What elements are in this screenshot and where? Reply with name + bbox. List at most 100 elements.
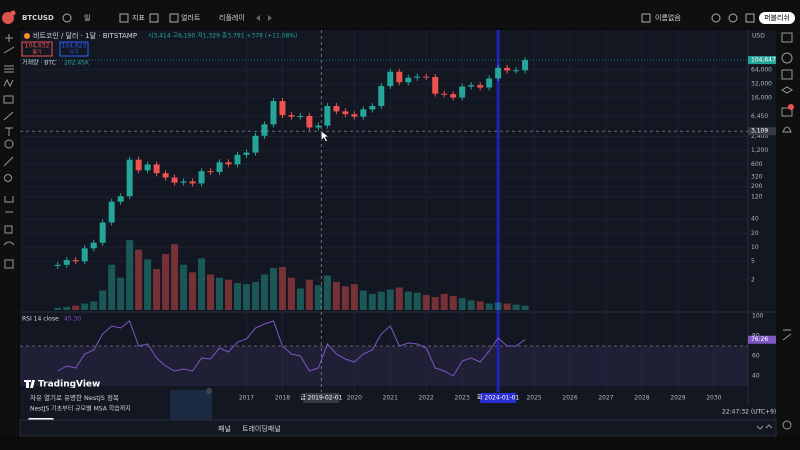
bottom-tab[interactable]: 트레이딩패널 [242, 424, 281, 433]
candle [414, 76, 421, 78]
crosshair-price-box [748, 127, 776, 136]
panel-toggle[interactable] [756, 424, 773, 430]
volume-bar [216, 277, 224, 310]
candle [333, 106, 340, 112]
candle [297, 115, 304, 117]
candle [378, 86, 385, 107]
alert-icon [169, 13, 179, 23]
buy-box[interactable] [59, 41, 89, 57]
volume-bar [180, 264, 188, 310]
volume-bar [404, 291, 412, 310]
volume-bar [476, 301, 484, 310]
publish[interactable]: 퍼블리쉬 [764, 13, 790, 22]
candle [135, 159, 142, 171]
volume-bar [269, 268, 277, 310]
y-tick-label: 2 [751, 276, 755, 283]
left-toolbar [0, 28, 18, 436]
last-price-box [748, 56, 776, 65]
candle [180, 181, 187, 183]
crosshair-time-box [303, 393, 340, 403]
candle [351, 114, 358, 117]
volume-bar [189, 272, 197, 310]
layout-name[interactable]: 이름없음 [655, 13, 681, 22]
candle [423, 76, 430, 78]
drawing-tools[interactable] [3, 34, 15, 269]
sell-box[interactable] [21, 41, 53, 57]
interval[interactable]: 일 [84, 13, 90, 22]
avatar[interactable] [2, 12, 14, 24]
right-toolbar [776, 28, 800, 436]
rsi-line [57, 320, 526, 377]
y-tick-label: 1,200 [751, 147, 768, 154]
buy-label[interactable]: 사기 [69, 49, 78, 56]
candle [396, 71, 403, 83]
y-tick-label: 32,000 [751, 81, 772, 88]
replay[interactable]: 리플레이 [219, 13, 245, 22]
y-tick-label: 5 [751, 258, 755, 265]
popup-close[interactable] [206, 388, 212, 394]
buy-price[interactable]: 104,623 [62, 43, 87, 50]
x-tick-label: 2022 [419, 395, 434, 402]
templates-icon[interactable] [149, 13, 159, 23]
coin-icon [24, 33, 30, 39]
sell-price[interactable]: 104,632 [25, 43, 50, 50]
volume-bar [350, 284, 358, 310]
candle [477, 85, 484, 88]
rsi-tick-label: 60 [752, 353, 760, 360]
candle [486, 78, 493, 88]
x-tick-label: 2023 [455, 395, 470, 402]
cursor [321, 130, 330, 143]
volume-bar [90, 301, 98, 310]
volume-bar [323, 275, 331, 310]
candle [108, 201, 115, 223]
volume-bar [431, 297, 439, 310]
volume-bar [359, 290, 367, 310]
candle [432, 76, 439, 94]
avatar-badge [10, 10, 16, 16]
indicators[interactable]: 지표 [132, 13, 145, 22]
undo-redo[interactable] [256, 15, 272, 21]
volume-bar [341, 286, 349, 310]
volume-bar [278, 266, 286, 310]
candle [117, 196, 124, 202]
x-tick-label: 2030 [706, 395, 721, 402]
plot: 64,000 32,000 16,000 6,450 2,400 1,200 600 320 2… [20, 30, 776, 403]
quick-search[interactable] [711, 13, 721, 23]
candle [198, 171, 205, 184]
highlight-line [496, 30, 500, 392]
bottom-tab[interactable]: 패널 [218, 424, 231, 433]
alert[interactable]: 얼러트 [181, 13, 201, 22]
widget-bar[interactable] [781, 32, 793, 430]
volume-bar [422, 294, 430, 310]
volume-bar [377, 291, 385, 310]
x-tick-label: 2029 [670, 395, 685, 402]
y-tick-label: 600 [751, 161, 763, 168]
volume-bar [503, 303, 511, 310]
volume-bar [108, 264, 116, 310]
sell-label[interactable]: 팔기 [32, 49, 41, 56]
volume-bar [153, 269, 161, 310]
fullscreen[interactable] [745, 13, 755, 23]
volume-bar [251, 282, 259, 310]
candle [387, 71, 394, 87]
legend-title: 비트코인 / 달러 · 1달 · BITSTAMP [33, 31, 137, 40]
add-symbol[interactable] [62, 13, 72, 23]
candle [441, 93, 448, 95]
volume-value: 202.45K [64, 60, 90, 67]
volume-bar [305, 279, 313, 310]
rsi-value: 45.30 [64, 316, 81, 323]
volume-bar [99, 290, 107, 310]
settings[interactable] [728, 13, 738, 23]
candle [54, 264, 61, 266]
symbol[interactable]: BTCUSD [22, 14, 54, 22]
candle [72, 260, 79, 262]
volume-bar [242, 284, 250, 310]
publish-button[interactable] [759, 12, 795, 24]
volume-bar [395, 287, 403, 310]
popup-title: 자유 열기로 유명한 NestJS 정복 [30, 393, 119, 402]
price-axis [748, 30, 776, 392]
bottom-bar [19, 419, 777, 437]
volume-bar [458, 298, 466, 310]
currency[interactable]: USD [752, 33, 765, 40]
volume-bar [368, 293, 376, 310]
